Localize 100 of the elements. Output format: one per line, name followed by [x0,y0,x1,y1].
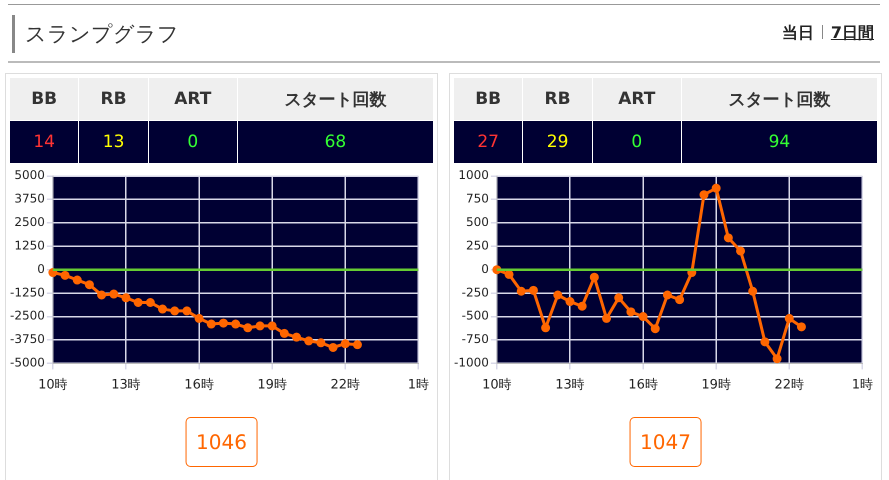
x-tick-label: 10時 [482,378,512,393]
point [194,314,204,323]
y-tick-label: 2500 [14,214,45,229]
y-tick-label: 3750 [14,192,45,206]
x-tick-label: 19時 [701,378,731,393]
data-label: 14 [10,120,79,164]
point [84,280,94,290]
data-label: 68 [237,120,434,164]
point [796,322,806,332]
data-label: 29 [522,120,592,164]
point [699,190,708,200]
point [304,336,314,346]
data-label: 94 [681,120,878,164]
text: 1047 [629,417,702,467]
data-label: 27 [454,120,523,164]
category-label: ART [592,78,682,120]
x-tick-label: 1時 [852,378,874,393]
y-tick-label: -5000 [10,356,45,370]
point [218,318,228,328]
x-tick-label: 13時 [555,378,585,393]
point [516,286,526,296]
x-tick-label: 22時 [330,378,360,393]
point [146,298,155,307]
x-tick-label: 16時 [628,378,658,393]
point [340,339,350,348]
point [316,338,326,348]
point [48,268,58,278]
y-tick-label: 750 [466,192,489,206]
data-label: 0 [592,120,682,164]
point [614,293,624,302]
point [553,290,562,300]
y-tick-label: -750 [462,332,489,346]
point [268,321,277,330]
point [736,246,746,256]
y-tick-label: -3750 [10,332,45,346]
x-tick-label: 19時 [257,378,287,393]
text: 当日 [782,23,814,42]
category-label: ART [148,78,238,120]
text: 7日間 [830,23,874,42]
point [243,323,252,332]
point [712,184,721,193]
data-label: 0 [148,120,238,164]
point [328,342,338,352]
y-tick-label: -2500 [10,308,45,323]
x-tick-label: 13時 [111,378,141,393]
point [109,290,118,299]
y-tick-label: -1000 [454,356,489,370]
point [662,290,672,300]
point [292,332,302,342]
category-label: RB [78,78,148,120]
category-label: スタート回数 [237,78,434,120]
point [724,233,733,242]
point [182,306,192,316]
point [541,323,550,332]
y-tick-label: 0 [481,262,489,276]
point [602,314,612,323]
point [121,293,130,302]
point [231,320,240,329]
point [565,297,574,306]
point [626,307,636,316]
point [528,286,538,295]
data-label: 13 [78,120,148,164]
x-tick-label: 16時 [184,378,214,393]
x-tick-label: 22時 [774,378,804,393]
category-label: BB [454,78,523,120]
point [158,304,168,314]
y-tick-label: 5000 [14,168,45,182]
point [748,286,758,296]
point [675,295,684,304]
y-tick-label: 0 [37,262,45,276]
y-tick-label: 500 [466,214,489,229]
y-tick-label: 250 [466,238,489,252]
y-tick-label: 1000 [458,168,489,182]
point [255,321,264,330]
point [60,270,70,280]
y-tick-label: -1250 [10,285,45,300]
x-tick-label: 10時 [38,378,68,393]
text: 1046 [185,417,258,467]
point [650,324,660,334]
y-tick-label: 1250 [14,238,45,252]
category-label: スタート回数 [681,78,878,120]
y-tick-label: -500 [462,308,489,323]
point [280,328,289,338]
x-tick-label: 1時 [408,378,430,393]
point [772,354,782,364]
point [134,298,143,307]
point [578,302,587,311]
point [760,337,770,346]
point [72,276,82,285]
text: スランプグラフ [12,15,179,53]
point [638,312,648,322]
point [784,314,794,323]
point [590,272,599,282]
point [97,290,106,300]
point [206,320,216,329]
point [170,306,180,316]
point [352,340,362,350]
category-label: RB [522,78,592,120]
y-tick-label: -250 [462,285,489,300]
category-label: BB [10,78,79,120]
